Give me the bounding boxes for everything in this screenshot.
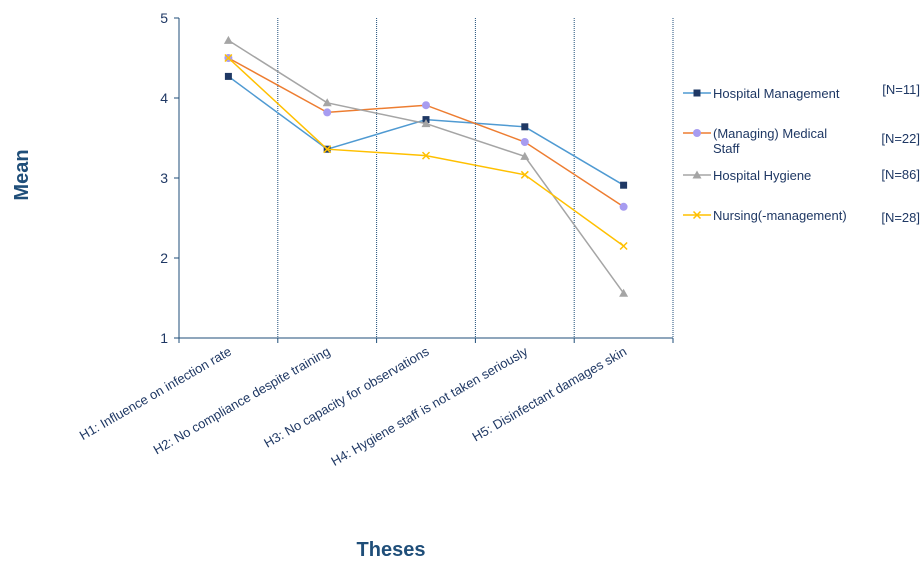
legend-label: Nursing(-management) [713,208,847,223]
legend-item-2: Hospital Hygiene [N=86] [683,167,920,183]
data-point [224,53,233,63]
axes [174,17,674,343]
y-tick-label: 4 [160,90,168,106]
x-tick-label: H3: No capacity for observations [261,343,432,450]
series-line [228,57,625,208]
y-tick-label: 1 [160,330,168,346]
legend-item-1: (Managing) Medical Staff [N=22] [683,126,920,156]
marker-stroke [619,241,628,251]
x-tick-label: H2: No compliance despite training [151,344,333,458]
y-tick-label: 3 [160,170,168,186]
series-2 [223,35,629,297]
data-point [520,170,529,179]
series-line [227,39,625,294]
data-point [323,108,332,117]
data-point [223,35,233,44]
legend-label: Hospital Hygiene [713,168,811,183]
series-layer [223,35,629,297]
legend-marker [692,170,702,179]
x-tick-label: H5: Disinfectant damages skin [470,344,630,445]
legend-marker [693,89,701,97]
series-1 [224,54,628,211]
data-point [421,119,431,128]
legend-marker [692,210,702,220]
legend-item-3: Nursing(-management) [N=28] [683,208,920,225]
series-line [227,57,625,247]
marker-stroke [323,145,332,154]
series-3 [224,53,628,251]
series-0 [224,72,628,189]
data-point [224,72,232,80]
legend-count: [N=28] [881,210,920,225]
data-point [619,202,628,211]
x-axis-title: Theses [357,539,426,561]
data-point [421,151,431,160]
y-tick-labels: 1 2 3 4 5 [160,10,168,346]
legend-item-0: Hospital Management [N=11] [683,82,920,101]
legend-count: [N=22] [881,131,920,146]
x-tick-label: H4: Hygiene staff is not taken seriously [328,343,530,468]
legend-count: [N=86] [881,167,920,182]
series-line [227,75,624,186]
data-point [620,181,628,189]
y-tick-label: 5 [160,10,168,26]
data-point [323,145,332,154]
legend-label: (Managing) Medical Staff [713,126,827,156]
data-point [619,241,628,251]
data-point [422,101,430,110]
data-point [521,123,529,131]
data-point [520,138,529,146]
legend-marker [693,129,701,137]
marker-stroke [224,53,233,63]
marker-stroke [421,151,431,160]
legend-count: [N=11] [882,82,920,97]
y-axis-title: Mean [11,149,33,200]
marker-stroke [520,170,529,179]
marker-stroke [692,210,702,220]
legend: Hospital Management [N=11] (Managing) Medi… [683,82,920,225]
vertical-gridlines [277,18,674,338]
data-point [520,151,530,160]
legend-label: Hospital Management [713,86,840,101]
x-tick-label: H1: Influence on infection rate [77,344,234,443]
y-tick-label: 2 [160,250,168,266]
data-point [619,288,629,297]
data-point [322,98,332,107]
